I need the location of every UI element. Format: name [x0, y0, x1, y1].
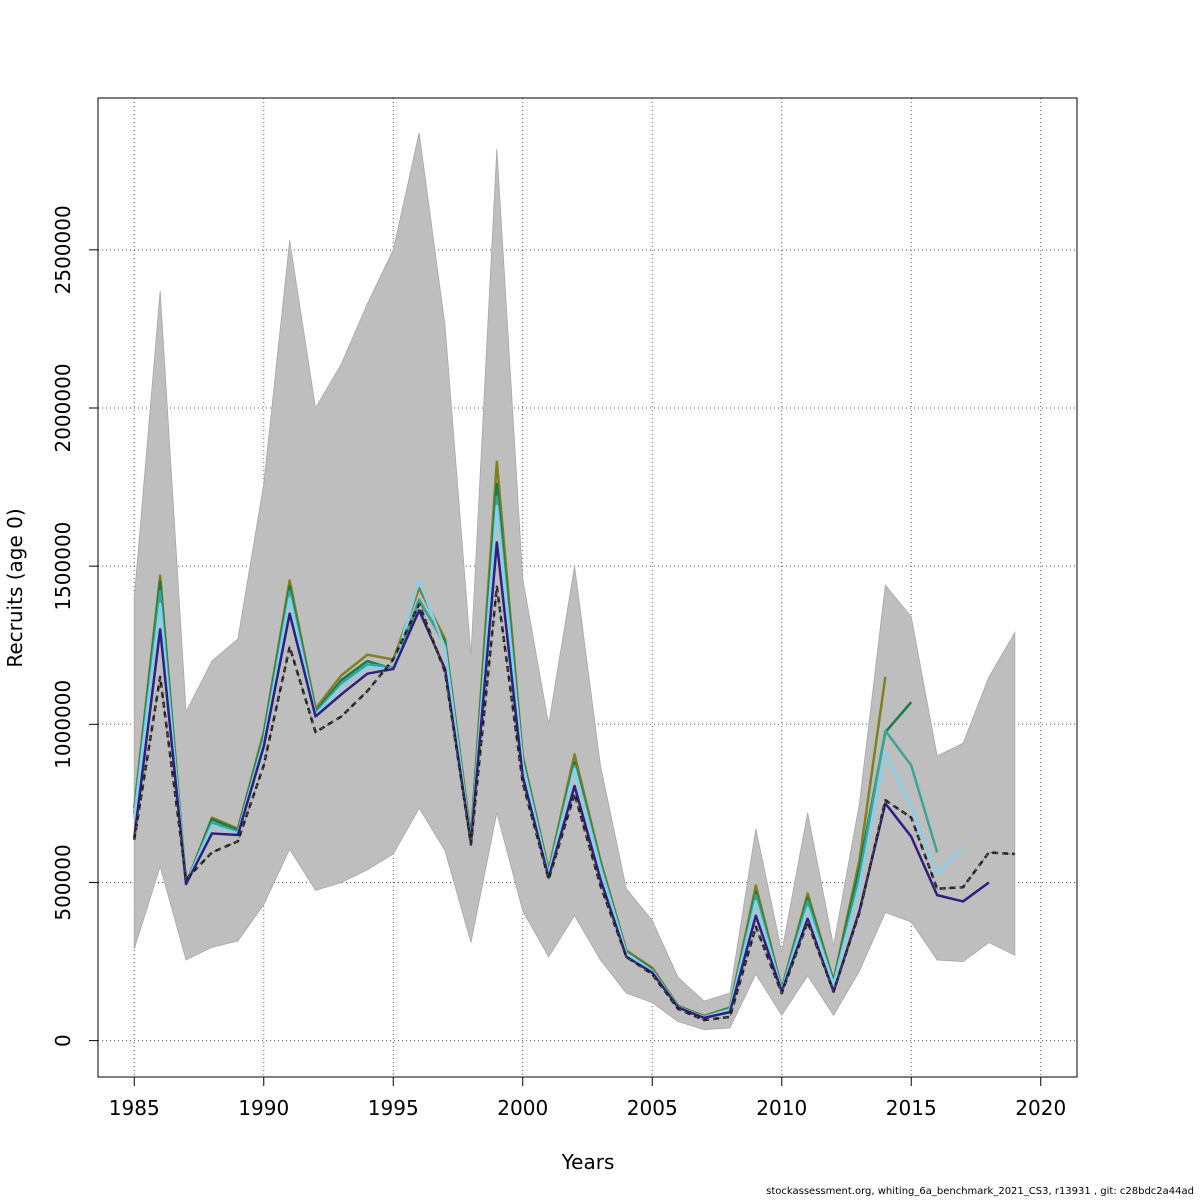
x-tick-label: 2010: [756, 1096, 807, 1120]
x-tick-label: 1985: [109, 1096, 160, 1120]
footer-source-note: stockassessment.org, whiting_6a_benchmar…: [766, 1186, 1194, 1197]
plot-frame: [97, 97, 1078, 1078]
y-tick-label: 1500000: [51, 522, 75, 611]
x-tick-label: 1995: [368, 1096, 419, 1120]
y-tick-label: 2500000: [51, 205, 75, 294]
confidence-band-layer: [133, 132, 1016, 1030]
x-tick-label: 2005: [627, 1096, 678, 1120]
x-tick-label: 2015: [886, 1096, 937, 1120]
y-tick-label: 2000000: [51, 363, 75, 452]
series-layer: [133, 460, 1015, 1022]
x-axis-title: Years: [561, 1150, 615, 1174]
y-axis-title: Recruits (age 0): [3, 508, 27, 667]
series-line-6-overlay: [133, 586, 1015, 1021]
y-tick-label: 0: [51, 1034, 75, 1047]
x-tick-label: 1990: [238, 1096, 289, 1120]
y-tick-label: 1000000: [51, 680, 75, 769]
y-tick-label: 500000: [51, 844, 75, 920]
confidence-band: [133, 132, 1016, 1030]
x-tick-label: 2000: [497, 1096, 548, 1120]
axes-layer: 1985 1990 1995 2000 2005 2010 2015 2020 0 500000 1…: [51, 205, 1066, 1120]
x-tick-label: 2020: [1015, 1096, 1066, 1120]
